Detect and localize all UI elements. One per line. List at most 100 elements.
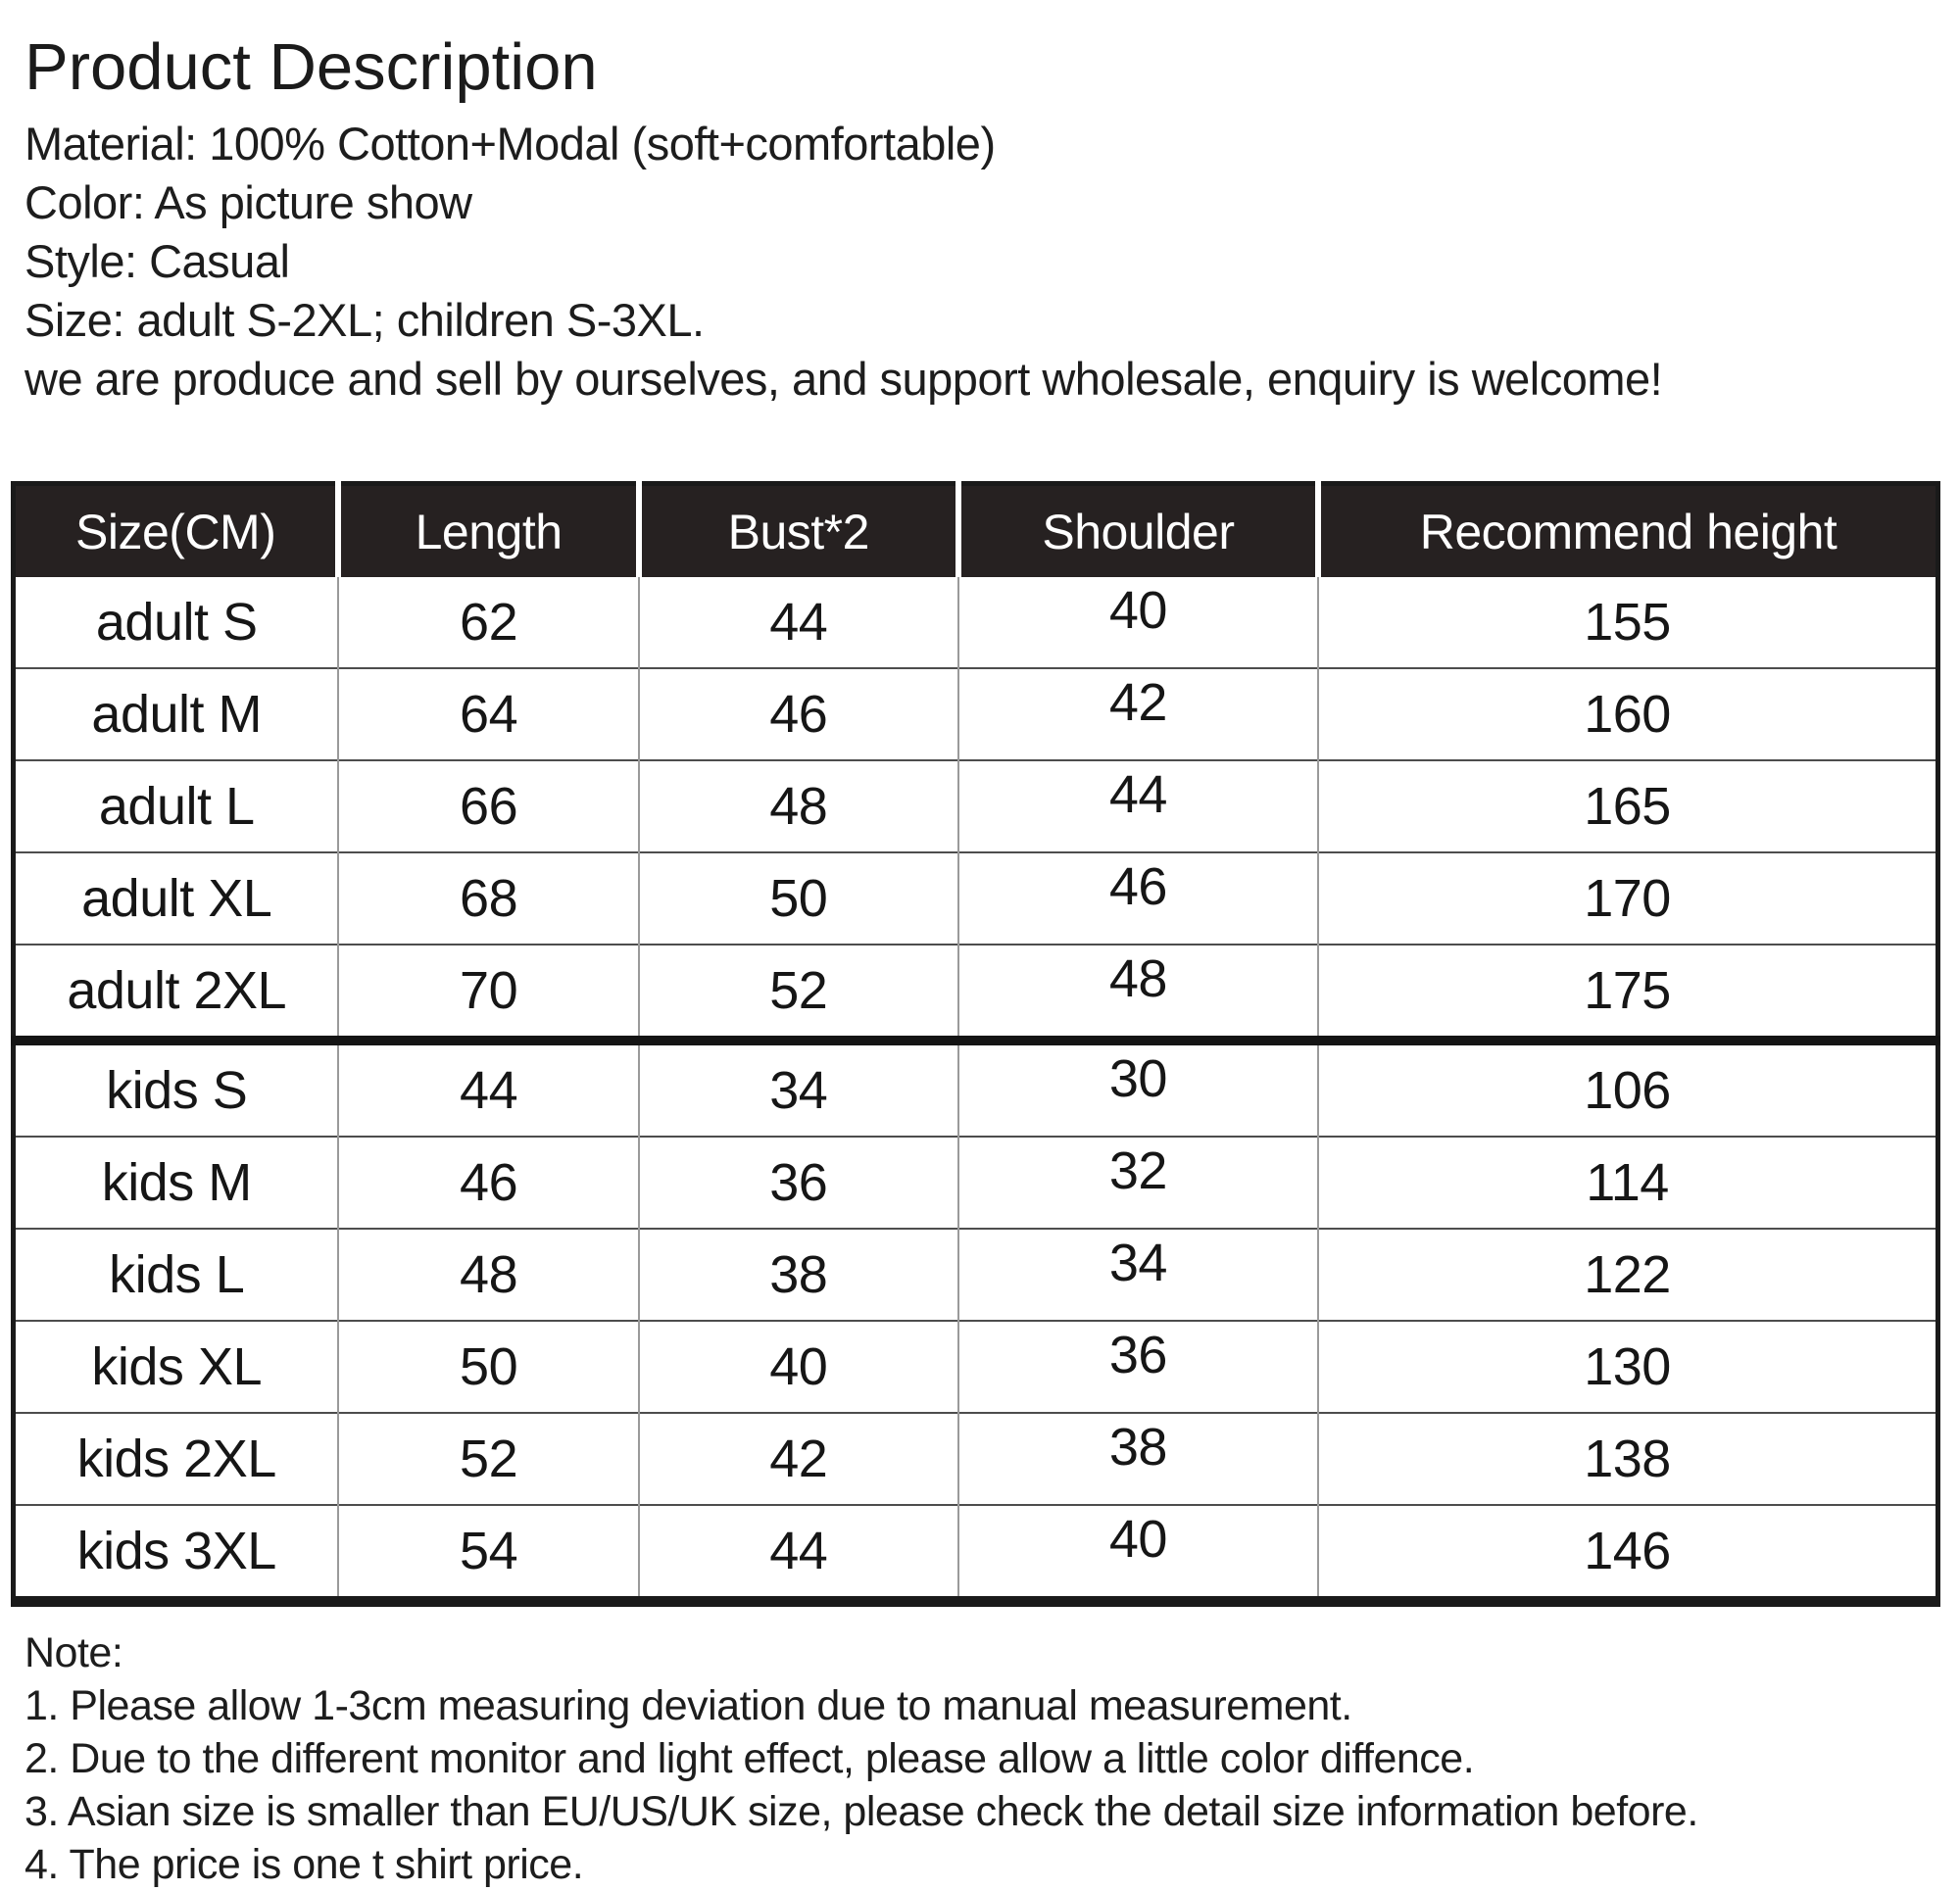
cell-height: 146 bbox=[1317, 1504, 1938, 1602]
cell-value-bust: 36 bbox=[769, 1153, 828, 1213]
cell-length: 52 bbox=[337, 1412, 639, 1506]
cell-height: 165 bbox=[1317, 759, 1938, 853]
notes-block: Note: 1. Please allow 1-3cm measuring de… bbox=[24, 1626, 1960, 1891]
cell-bust: 44 bbox=[637, 1504, 958, 1602]
cell-value-shoulder: 30 bbox=[1108, 1049, 1168, 1109]
table-row: adult S 62 44 40 155 bbox=[13, 577, 1938, 669]
cell-length: 48 bbox=[337, 1228, 639, 1322]
table-row: adult 2XL 70 52 48 175 bbox=[13, 944, 1938, 1042]
description-line-color: Color: As picture show bbox=[24, 176, 472, 229]
cell-bust: 48 bbox=[637, 759, 958, 853]
cell-shoulder: 46 bbox=[956, 851, 1319, 946]
description-line-style: Style: Casual bbox=[24, 235, 290, 288]
cell-value-length: 64 bbox=[460, 685, 518, 745]
cell-shoulder: 40 bbox=[956, 1504, 1319, 1602]
cell-height: 122 bbox=[1317, 1228, 1938, 1322]
cell-value-height: 106 bbox=[1584, 1061, 1671, 1121]
cell-shoulder: 38 bbox=[956, 1412, 1319, 1506]
cell-shoulder: 40 bbox=[956, 577, 1319, 669]
cell-value-size: kids S bbox=[106, 1061, 248, 1121]
description-line-material: Material: 100% Cotton+Modal (soft+comfor… bbox=[24, 118, 996, 170]
cell-value-height: 170 bbox=[1584, 869, 1671, 929]
cell-size: adult 2XL bbox=[13, 944, 339, 1042]
cell-value-height: 155 bbox=[1584, 593, 1671, 653]
cell-size: adult M bbox=[13, 667, 339, 761]
cell-value-shoulder: 42 bbox=[1108, 673, 1168, 733]
cell-value-shoulder: 34 bbox=[1108, 1234, 1168, 1293]
table-row: kids M 46 36 32 114 bbox=[13, 1136, 1938, 1230]
cell-value-shoulder: 32 bbox=[1108, 1141, 1168, 1201]
cell-size: kids M bbox=[13, 1136, 339, 1230]
cell-value-length: 70 bbox=[460, 961, 518, 1021]
cell-bust: 34 bbox=[637, 1036, 958, 1138]
size-chart-table: Size(CM) Length Bust*2 Shoulder Recommen… bbox=[11, 481, 1940, 1608]
cell-value-shoulder: 36 bbox=[1108, 1326, 1168, 1385]
cell-height: 106 bbox=[1317, 1036, 1938, 1138]
cell-size: kids 2XL bbox=[13, 1412, 339, 1506]
cell-value-length: 44 bbox=[460, 1061, 518, 1121]
cell-shoulder: 32 bbox=[956, 1136, 1319, 1230]
cell-value-size: kids M bbox=[101, 1153, 253, 1213]
cell-bust: 42 bbox=[637, 1412, 958, 1506]
cell-value-length: 66 bbox=[460, 777, 518, 837]
description-line-wholesale: we are produce and sell by ourselves, an… bbox=[24, 353, 1663, 406]
table-row: adult M 64 46 42 160 bbox=[13, 667, 1938, 761]
cell-length: 54 bbox=[337, 1504, 639, 1602]
cell-length: 50 bbox=[337, 1320, 639, 1414]
header-cell-shoulder: Shoulder bbox=[955, 483, 1319, 578]
cell-value-bust: 44 bbox=[769, 593, 828, 653]
cell-value-height: 114 bbox=[1586, 1153, 1669, 1213]
cell-length: 62 bbox=[337, 577, 639, 669]
note-item-4: 4. The price is one t shirt price. bbox=[24, 1841, 584, 1889]
header-row: Size(CM) Length Bust*2 Shoulder Recommen… bbox=[13, 483, 1938, 578]
cell-size: adult XL bbox=[13, 851, 339, 946]
cell-value-bust: 48 bbox=[769, 777, 828, 837]
cell-length: 44 bbox=[337, 1036, 639, 1138]
cell-value-bust: 52 bbox=[769, 961, 828, 1021]
cell-value-bust: 40 bbox=[769, 1337, 828, 1397]
cell-size: kids XL bbox=[13, 1320, 339, 1414]
note-item-2: 2. Due to the different monitor and ligh… bbox=[24, 1735, 1475, 1783]
cell-value-shoulder: 44 bbox=[1108, 765, 1168, 825]
note-item-3: 3. Asian size is smaller than EU/US/UK s… bbox=[24, 1788, 1698, 1836]
cell-value-length: 46 bbox=[460, 1153, 518, 1213]
cell-height: 130 bbox=[1317, 1320, 1938, 1414]
cell-value-length: 52 bbox=[460, 1430, 518, 1489]
table-row: kids 3XL 54 44 40 146 bbox=[13, 1504, 1938, 1602]
cell-value-height: 130 bbox=[1584, 1337, 1671, 1397]
cell-value-length: 62 bbox=[460, 593, 518, 653]
size-chart-body: adult S 62 44 40 155 adult M 64 46 42 160 adult L 6… bbox=[13, 577, 1938, 1602]
cell-bust: 46 bbox=[637, 667, 958, 761]
cell-bust: 38 bbox=[637, 1228, 958, 1322]
cell-value-bust: 34 bbox=[769, 1061, 828, 1121]
cell-length: 70 bbox=[337, 944, 639, 1042]
cell-length: 68 bbox=[337, 851, 639, 946]
cell-size: adult L bbox=[13, 759, 339, 853]
cell-value-bust: 46 bbox=[769, 685, 828, 745]
note-heading: Note: bbox=[24, 1629, 123, 1677]
size-chart-header: Size(CM) Length Bust*2 Shoulder Recommen… bbox=[13, 483, 1938, 578]
cell-shoulder: 30 bbox=[956, 1036, 1319, 1138]
header-cell-length: Length bbox=[335, 483, 639, 578]
cell-value-bust: 42 bbox=[769, 1430, 828, 1489]
cell-value-size: kids 2XL bbox=[76, 1430, 277, 1489]
table-row: kids 2XL 52 42 38 138 bbox=[13, 1412, 1938, 1506]
cell-value-bust: 44 bbox=[769, 1522, 828, 1581]
cell-size: kids L bbox=[13, 1228, 339, 1322]
cell-bust: 36 bbox=[637, 1136, 958, 1230]
table-row: kids L 48 38 34 122 bbox=[13, 1228, 1938, 1322]
table-row: kids XL 50 40 36 130 bbox=[13, 1320, 1938, 1414]
cell-value-bust: 38 bbox=[769, 1245, 828, 1305]
cell-value-size: kids L bbox=[109, 1245, 245, 1305]
cell-value-height: 122 bbox=[1584, 1245, 1671, 1305]
cell-value-shoulder: 40 bbox=[1108, 581, 1168, 641]
cell-length: 66 bbox=[337, 759, 639, 853]
cell-value-size: adult S bbox=[95, 593, 258, 653]
cell-value-height: 160 bbox=[1584, 685, 1671, 745]
cell-bust: 40 bbox=[637, 1320, 958, 1414]
cell-value-bust: 50 bbox=[769, 869, 828, 929]
cell-value-shoulder: 46 bbox=[1108, 857, 1168, 917]
header-cell-size: Size(CM) bbox=[13, 483, 339, 578]
table-row: kids S 44 34 30 106 bbox=[13, 1036, 1938, 1138]
cell-value-size: adult L bbox=[98, 777, 255, 837]
